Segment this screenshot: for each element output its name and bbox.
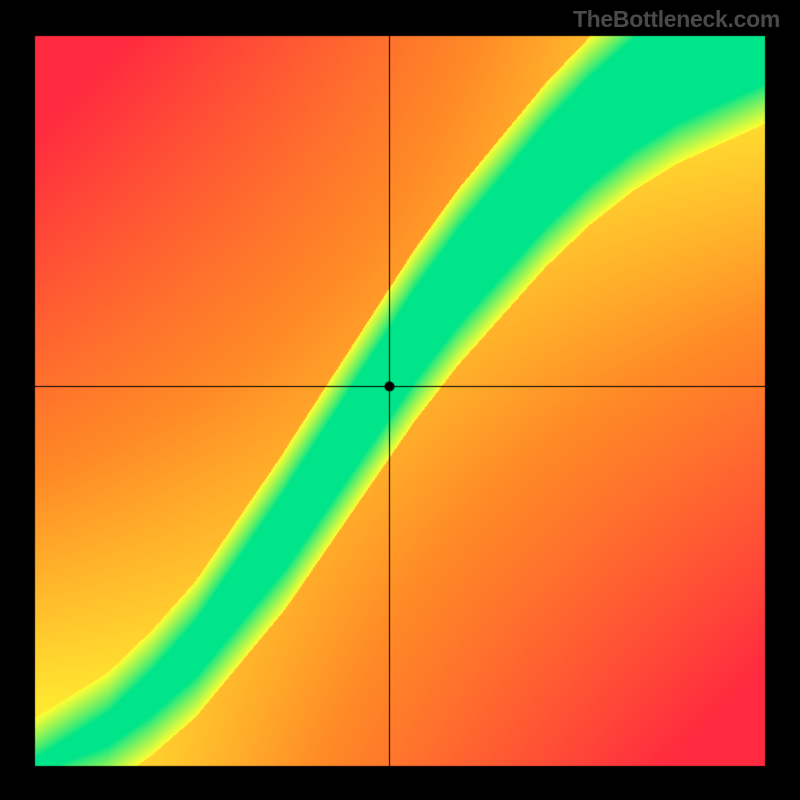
bottleneck-heatmap	[0, 0, 800, 800]
watermark-text: TheBottleneck.com	[573, 6, 780, 33]
chart-container: TheBottleneck.com	[0, 0, 800, 800]
